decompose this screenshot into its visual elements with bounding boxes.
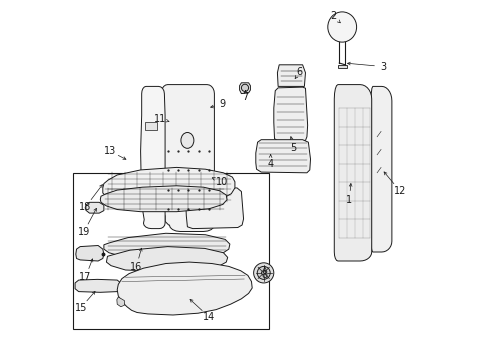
Polygon shape [117, 262, 252, 315]
Text: 16: 16 [130, 262, 143, 272]
Polygon shape [106, 247, 228, 271]
Ellipse shape [181, 132, 194, 148]
Polygon shape [100, 186, 227, 212]
Polygon shape [104, 233, 230, 258]
Text: 6: 6 [296, 67, 303, 77]
Text: 17: 17 [79, 272, 92, 282]
Polygon shape [86, 202, 104, 213]
Polygon shape [274, 87, 308, 141]
Polygon shape [141, 86, 165, 229]
Text: 8: 8 [262, 270, 268, 280]
Polygon shape [334, 85, 372, 261]
Text: 3: 3 [381, 62, 387, 72]
Polygon shape [75, 279, 121, 292]
Text: 9: 9 [220, 99, 226, 109]
Text: 7: 7 [243, 92, 249, 102]
Text: 18: 18 [79, 202, 92, 212]
Polygon shape [103, 167, 235, 204]
Text: 5: 5 [291, 143, 297, 153]
Ellipse shape [328, 12, 357, 42]
Polygon shape [117, 297, 124, 307]
Polygon shape [160, 85, 215, 231]
Text: 10: 10 [216, 177, 228, 187]
Polygon shape [186, 188, 244, 229]
Text: 19: 19 [77, 227, 90, 237]
Polygon shape [256, 140, 311, 173]
Polygon shape [371, 86, 392, 252]
Text: 13: 13 [104, 146, 116, 156]
Polygon shape [338, 65, 346, 68]
Ellipse shape [262, 271, 266, 275]
Text: 14: 14 [203, 312, 215, 322]
Polygon shape [277, 65, 305, 86]
Ellipse shape [254, 263, 274, 283]
Text: 11: 11 [153, 114, 166, 124]
Text: 1: 1 [346, 195, 352, 205]
Text: 2: 2 [330, 11, 336, 21]
Text: 12: 12 [393, 186, 406, 196]
Polygon shape [240, 83, 250, 94]
Text: 4: 4 [267, 159, 273, 169]
Ellipse shape [257, 266, 270, 279]
Text: 15: 15 [74, 303, 87, 313]
Polygon shape [145, 122, 157, 130]
Polygon shape [76, 246, 104, 261]
Ellipse shape [242, 84, 248, 91]
